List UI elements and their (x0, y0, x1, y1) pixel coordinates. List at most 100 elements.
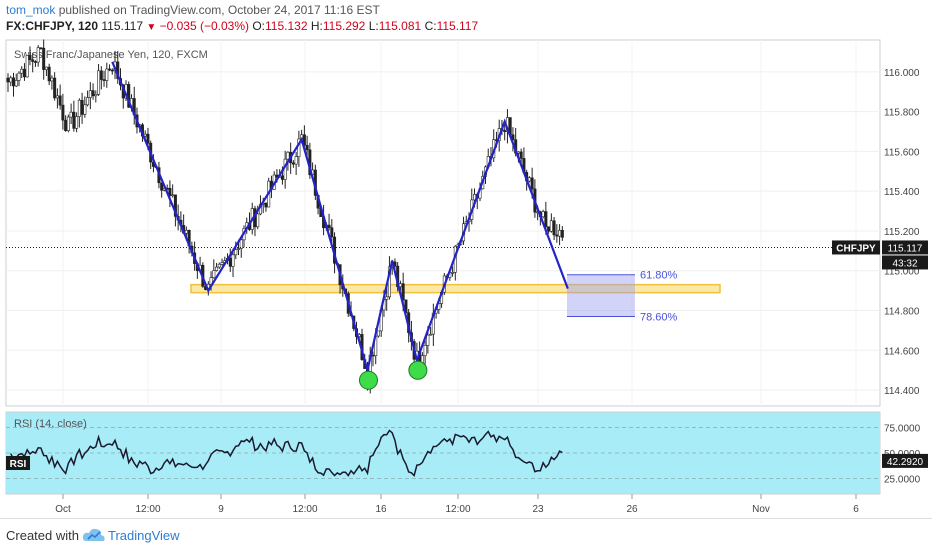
candle-body (173, 194, 177, 217)
price-chart[interactable]: Swiss Franc/Japanese Yen, 120, FXCM 61.8… (0, 38, 932, 518)
candle-body (14, 80, 18, 87)
candle-body (75, 116, 79, 129)
bottom-marker-circle (358, 370, 378, 390)
zigzag-pattern-line (111, 61, 569, 371)
candle-body (527, 177, 531, 182)
candle-body (42, 47, 46, 70)
price-tick-label[interactable]: 114.800 (884, 307, 920, 318)
price-change: −0.035 (−0.03%) (159, 19, 249, 33)
published-text: published on TradingView.com, October 24… (58, 3, 380, 17)
candle-body (215, 266, 219, 271)
candle-body (168, 187, 172, 196)
candle-body (530, 177, 534, 190)
time-tick-label: 12:00 (292, 504, 317, 515)
time-tick-label: 16 (375, 504, 387, 515)
price-tick-label[interactable]: 115.200 (884, 227, 920, 238)
time-axis[interactable]: Oct 12:00 9 12:00 16 12:00 23 26 Nov 6 (55, 494, 859, 515)
candle-body (6, 77, 10, 83)
time-tick-label: 26 (626, 504, 638, 515)
candle-body (64, 119, 68, 132)
low-value: 115.081 (378, 19, 422, 33)
fib-level-label: 61.80% (640, 270, 678, 282)
author-link[interactable]: tom_mok (6, 3, 56, 17)
price-tick-label[interactable]: 115.400 (884, 187, 920, 198)
candle-body (50, 77, 54, 82)
candle-body (36, 47, 40, 63)
candle-body (239, 239, 243, 249)
price-value-badge (882, 240, 928, 255)
tradingview-brand-link[interactable]: TradingView (108, 528, 180, 543)
price-badges: CHFJPY 115.117 43:32 (832, 240, 928, 270)
candle-body (20, 68, 24, 74)
price-tick-label[interactable]: 115.800 (884, 108, 920, 119)
fib-zone (567, 274, 635, 317)
price-tick-label[interactable]: 115.000 (884, 267, 920, 278)
candle-body (234, 249, 238, 256)
price-value-badge-text: 115.117 (888, 243, 923, 254)
candle-body (330, 227, 334, 238)
candle-body (264, 202, 268, 208)
candle-body (66, 116, 70, 132)
time-tick-label: 9 (218, 504, 224, 515)
candle-body (549, 220, 553, 232)
close-label: C: (424, 19, 437, 33)
candle-body (291, 162, 295, 165)
symbol-label: FX:CHFJPY, 120 (6, 19, 99, 33)
price-tick-label[interactable]: 114.400 (884, 386, 920, 397)
high-label: H: (310, 19, 323, 33)
rsi-value-text: 42.2920 (887, 457, 924, 468)
time-tick-label: 12:00 (135, 504, 160, 515)
rsi-line (10, 429, 563, 477)
candle-body (371, 354, 375, 357)
rsi-value-badge (882, 453, 928, 468)
candle-body (555, 234, 559, 237)
candle-body (99, 70, 103, 80)
candle-body (212, 270, 216, 278)
candle-body (102, 79, 106, 81)
created-with-text: Created with (6, 528, 79, 543)
chart-header: tom_mok published on TradingView.com, Oc… (0, 0, 932, 38)
candle-body (220, 262, 224, 265)
pattern-layer (111, 61, 569, 371)
bottom-marker-circle (408, 360, 428, 380)
price-axis[interactable]: 116.000 115.800 115.600 115.400 115.200 115.0… (884, 68, 920, 397)
time-tick-label: 23 (532, 504, 544, 515)
candle-body (91, 90, 95, 97)
rsi-tick-label: 25.0000 (884, 475, 921, 486)
rsi-title: RSI (14, close) (14, 418, 87, 430)
high-value: 115.292 (322, 19, 366, 33)
candle-body (228, 257, 232, 267)
candle-body (110, 69, 114, 72)
open-label: O: (252, 19, 266, 33)
chart-area[interactable]: Swiss Franc/Japanese Yen, 120, FXCM 61.8… (0, 38, 932, 518)
candle-body (217, 263, 221, 268)
candle-body (146, 133, 150, 144)
candle-body (53, 77, 57, 99)
countdown-text: 43:32 (892, 258, 917, 269)
fib-level-label: 78.60% (640, 311, 678, 323)
low-label: L: (368, 19, 379, 33)
candle-body (97, 70, 101, 95)
main-grid (6, 40, 880, 406)
candle-body (17, 72, 21, 81)
candle-body (552, 220, 556, 236)
candle-body (55, 95, 59, 99)
candle-body (80, 99, 84, 115)
candle-body (256, 213, 260, 228)
candle-body (560, 229, 564, 238)
main-pane (5, 39, 881, 407)
price-tick-label[interactable]: 115.600 (884, 147, 920, 158)
candle-body (47, 66, 51, 82)
candle-body (44, 66, 48, 70)
candle-body (88, 90, 92, 98)
rsi-tag-text: RSI (10, 459, 27, 470)
price-tick-label[interactable]: 116.000 (884, 68, 920, 79)
candle-body (69, 111, 73, 118)
time-tick-label: 6 (853, 504, 859, 515)
candle-body (9, 77, 13, 83)
price-tick-label[interactable]: 114.600 (884, 346, 920, 357)
target-circles (358, 360, 428, 390)
candle-body (22, 68, 26, 78)
footer: Created with TradingView (0, 518, 932, 551)
candle-body (58, 95, 62, 106)
